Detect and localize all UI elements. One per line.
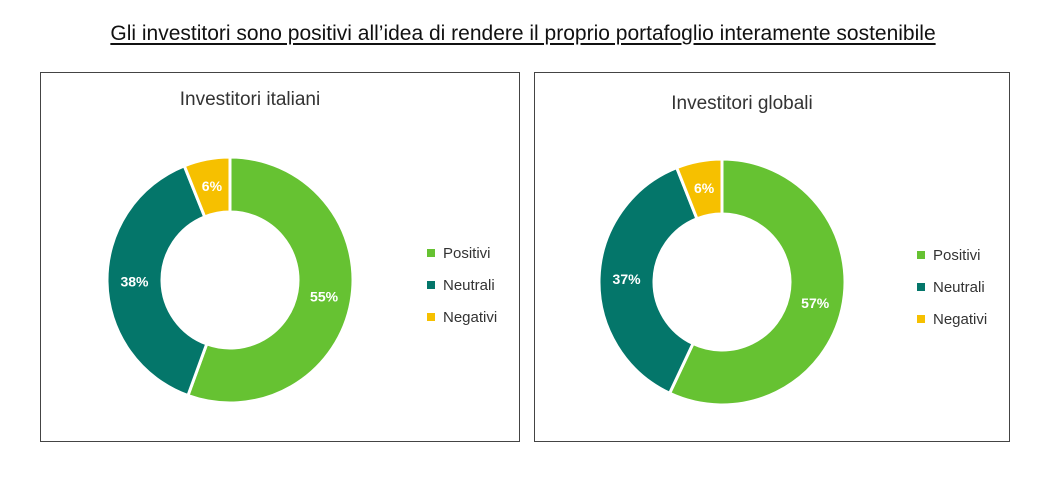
- legend-item-positivi: Positivi: [917, 239, 987, 271]
- slice-positivi: [186, 155, 355, 405]
- legend-item-neutrali: Neutrali: [917, 271, 987, 303]
- legend-swatch-neutrali: [917, 283, 925, 291]
- legend-label: Negativi: [443, 308, 498, 326]
- donut-chart-italiani: 55% 38% 6%: [105, 155, 355, 405]
- chart-panel-globali: Investitori globali 57% 37% 6% Positivi Ne…: [534, 72, 1010, 442]
- legend-swatch-negativi: [917, 315, 925, 323]
- legend-swatch-positivi: [917, 251, 925, 259]
- legend-item-negativi: Negativi: [917, 303, 987, 335]
- legend-label: Negativi: [933, 310, 988, 328]
- slice-positivi: [667, 157, 847, 407]
- slice-label-positivi: 57%: [801, 295, 830, 311]
- chart-title: Investitori globali: [671, 93, 813, 114]
- slice-label-positivi: 55%: [310, 289, 339, 305]
- legend-label: Positivi: [933, 246, 981, 264]
- legend: Positivi Neutrali Negativi: [917, 239, 987, 335]
- legend-label: Neutrali: [933, 278, 985, 296]
- donut-chart-globali: 57% 37% 6%: [597, 157, 847, 407]
- legend-swatch-neutrali: [427, 281, 435, 289]
- slice-label-neutrali: 38%: [120, 274, 149, 290]
- slice-negativi: [182, 155, 232, 219]
- slice-label-negativi: 6%: [202, 178, 223, 194]
- slice-label-neutrali: 37%: [613, 271, 642, 287]
- legend-swatch-negativi: [427, 313, 435, 321]
- legend: Positivi Neutrali Negativi: [427, 237, 497, 333]
- legend-label: Neutrali: [443, 276, 495, 294]
- chart-title: Investitori italiani: [179, 89, 321, 110]
- legend-item-positivi: Positivi: [427, 237, 497, 269]
- slice-negativi: [674, 157, 724, 221]
- legend-item-negativi: Negativi: [427, 301, 497, 333]
- legend-item-neutrali: Neutrali: [427, 269, 497, 301]
- slice-neutrali: [597, 165, 699, 396]
- legend-label: Positivi: [443, 244, 491, 262]
- page-title: Gli investitori sono positivi all’idea d…: [110, 22, 936, 45]
- slice-label-negativi: 6%: [694, 180, 715, 196]
- legend-swatch-positivi: [427, 249, 435, 257]
- slice-neutrali: [105, 163, 209, 398]
- chart-panel-italiani: Investitori italiani 55% 38% 6% Positivi N…: [40, 72, 520, 442]
